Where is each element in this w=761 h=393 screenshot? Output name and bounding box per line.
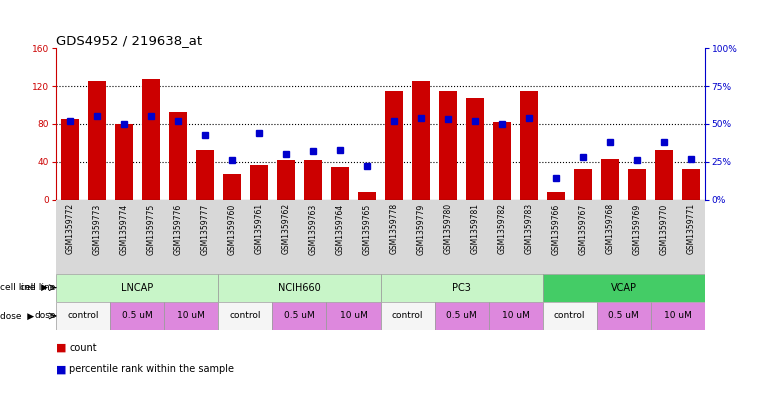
Bar <box>88 81 106 200</box>
Bar <box>521 91 538 200</box>
Text: GSM1359770: GSM1359770 <box>660 203 669 255</box>
Text: control: control <box>554 312 585 320</box>
Bar <box>169 112 186 200</box>
Text: GSM1359773: GSM1359773 <box>92 203 101 255</box>
Bar <box>115 124 132 200</box>
Text: ■: ■ <box>56 343 67 353</box>
Bar <box>385 91 403 200</box>
Bar <box>218 274 380 302</box>
Text: GSM1359783: GSM1359783 <box>524 203 533 254</box>
Bar <box>196 149 214 200</box>
Bar <box>61 119 78 200</box>
Text: control: control <box>230 312 261 320</box>
Text: dose  ▶: dose ▶ <box>0 312 34 320</box>
Text: GSM1359765: GSM1359765 <box>362 203 371 255</box>
Text: GSM1359766: GSM1359766 <box>552 203 561 255</box>
Text: VCAP: VCAP <box>610 283 637 293</box>
Text: GSM1359761: GSM1359761 <box>254 203 263 254</box>
Text: 10 uM: 10 uM <box>339 312 368 320</box>
Bar <box>683 169 700 200</box>
Bar <box>56 302 110 330</box>
Bar <box>575 169 592 200</box>
Bar <box>164 302 218 330</box>
Text: GSM1359760: GSM1359760 <box>228 203 237 255</box>
Text: count: count <box>69 343 97 353</box>
Text: GSM1359781: GSM1359781 <box>470 203 479 254</box>
Text: NCIH660: NCIH660 <box>278 283 321 293</box>
Text: GSM1359776: GSM1359776 <box>174 203 183 255</box>
Bar <box>651 302 705 330</box>
Text: cell line  ▶: cell line ▶ <box>0 283 48 292</box>
Bar <box>110 302 164 330</box>
Bar <box>277 160 295 200</box>
Text: dose: dose <box>34 312 56 320</box>
Text: GSM1359777: GSM1359777 <box>200 203 209 255</box>
Text: GSM1359772: GSM1359772 <box>65 203 75 254</box>
Bar <box>331 167 349 200</box>
Text: GSM1359768: GSM1359768 <box>606 203 615 254</box>
Bar <box>435 302 489 330</box>
Text: ■: ■ <box>56 364 67 375</box>
Text: GSM1359767: GSM1359767 <box>578 203 587 255</box>
Text: PC3: PC3 <box>452 283 471 293</box>
Bar <box>326 302 380 330</box>
Text: GSM1359782: GSM1359782 <box>498 203 507 254</box>
Bar <box>223 174 240 200</box>
Text: GDS4952 / 219638_at: GDS4952 / 219638_at <box>56 34 202 47</box>
Text: 10 uM: 10 uM <box>177 312 205 320</box>
Text: GSM1359763: GSM1359763 <box>308 203 317 255</box>
Bar <box>655 151 673 200</box>
Text: 0.5 uM: 0.5 uM <box>446 312 477 320</box>
Text: GSM1359780: GSM1359780 <box>444 203 453 254</box>
Text: control: control <box>68 312 99 320</box>
Bar <box>439 91 457 200</box>
Bar <box>380 302 435 330</box>
Text: 0.5 uM: 0.5 uM <box>608 312 639 320</box>
Text: LNCAP: LNCAP <box>121 283 154 293</box>
Text: GSM1359762: GSM1359762 <box>282 203 291 254</box>
Bar <box>358 192 376 200</box>
Text: GSM1359774: GSM1359774 <box>119 203 129 255</box>
Bar <box>250 165 268 200</box>
Bar <box>466 97 484 200</box>
Bar <box>543 274 705 302</box>
Bar <box>547 192 565 200</box>
Text: GSM1359769: GSM1359769 <box>632 203 642 255</box>
Bar <box>142 79 160 200</box>
Bar <box>412 81 430 200</box>
Text: GSM1359771: GSM1359771 <box>686 203 696 254</box>
Text: control: control <box>392 312 423 320</box>
Bar <box>56 274 218 302</box>
Bar <box>493 122 511 200</box>
Bar <box>380 274 543 302</box>
Text: 0.5 uM: 0.5 uM <box>122 312 153 320</box>
Bar <box>489 302 543 330</box>
Text: GSM1359778: GSM1359778 <box>390 203 399 254</box>
Text: 10 uM: 10 uM <box>501 312 530 320</box>
Bar <box>629 169 646 200</box>
Text: percentile rank within the sample: percentile rank within the sample <box>69 364 234 375</box>
Bar <box>272 302 326 330</box>
Text: GSM1359775: GSM1359775 <box>146 203 155 255</box>
Bar <box>543 302 597 330</box>
Bar <box>601 159 619 200</box>
Bar <box>597 302 651 330</box>
Text: GSM1359764: GSM1359764 <box>336 203 345 255</box>
Bar <box>304 160 322 200</box>
Text: GSM1359779: GSM1359779 <box>416 203 425 255</box>
Text: 10 uM: 10 uM <box>664 312 692 320</box>
Text: 0.5 uM: 0.5 uM <box>284 312 315 320</box>
Text: cell line: cell line <box>21 283 56 292</box>
Bar <box>218 302 272 330</box>
